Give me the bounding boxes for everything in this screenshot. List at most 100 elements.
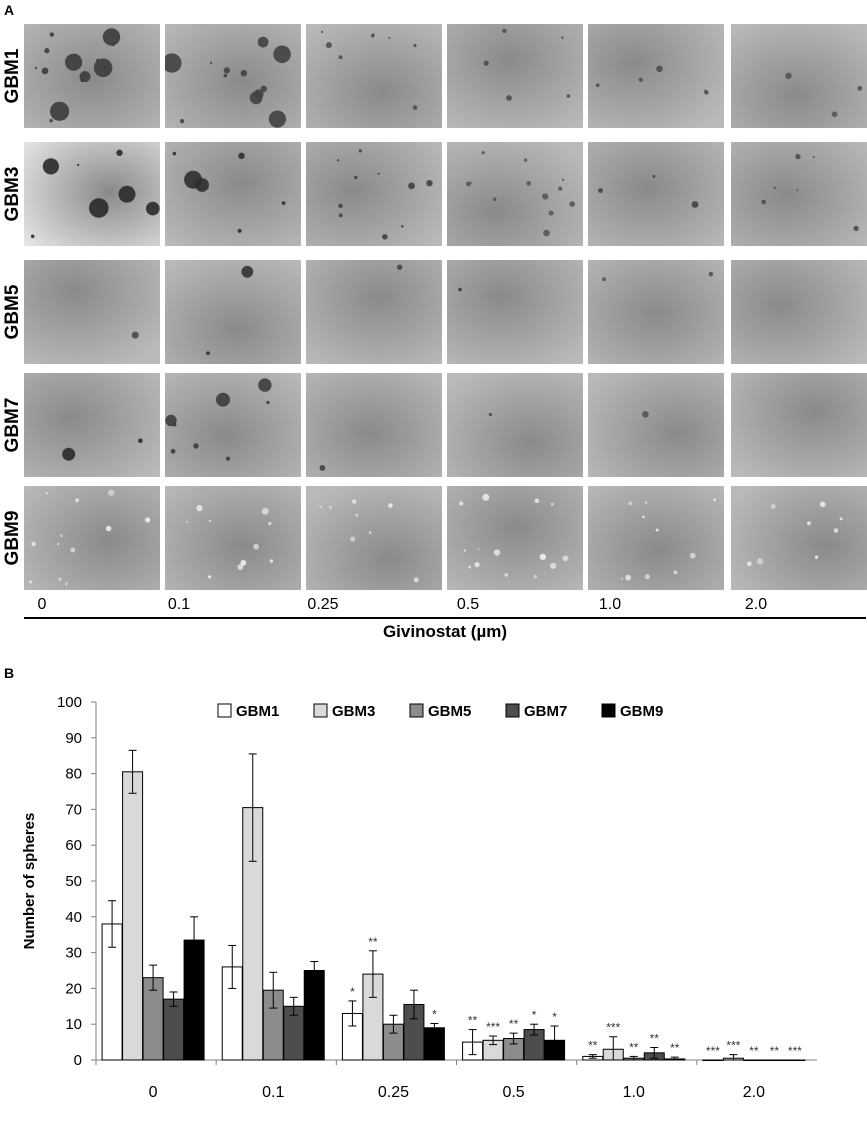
microscopy-image <box>24 24 160 128</box>
y-tick-label: 90 <box>65 730 82 747</box>
significance-marker: ** <box>650 1031 660 1045</box>
bar-gbm7 <box>163 998 185 1061</box>
bar-gbm9 <box>303 970 325 1061</box>
row-label: GBM3 <box>2 166 23 222</box>
microscopy-image <box>24 260 160 364</box>
bar-gbm5 <box>743 1059 765 1061</box>
microscopy-image <box>731 260 867 364</box>
axis-rule <box>24 617 866 619</box>
significance-marker: * <box>350 985 355 999</box>
significance-marker: *** <box>788 1044 802 1058</box>
row-label: GBM7 <box>2 397 23 453</box>
significance-marker: ** <box>509 1017 519 1031</box>
bar-gbm9 <box>784 1059 806 1061</box>
column-label: 1.0 <box>598 596 622 613</box>
bar-gbm3 <box>122 771 144 1061</box>
significance-marker: ** <box>629 1040 639 1054</box>
y-tick-label: 0 <box>74 1052 82 1069</box>
significance-marker: *** <box>706 1044 720 1058</box>
legend-swatch <box>601 703 616 718</box>
column-label: 0.25 <box>307 596 339 613</box>
microscopy-image <box>306 260 442 364</box>
y-tick-label: 40 <box>65 909 82 926</box>
panel-b-letter: B <box>4 665 15 681</box>
microscopy-image <box>588 373 724 477</box>
microscopy-image <box>306 142 442 246</box>
microscopy-image <box>165 142 301 246</box>
microscopy-image <box>447 260 583 364</box>
legend-label: GBM3 <box>332 703 375 720</box>
y-tick-label: 50 <box>65 873 82 890</box>
microscopy-image <box>165 24 301 128</box>
x-tick-label: 0 <box>149 1084 158 1101</box>
y-tick-label: 10 <box>65 1016 82 1033</box>
significance-marker: *** <box>606 1021 620 1035</box>
significance-marker: ** <box>770 1044 780 1058</box>
y-axis-title: Number of spheres <box>21 813 38 950</box>
significance-marker: *** <box>726 1039 740 1053</box>
legend-label: GBM1 <box>236 703 279 720</box>
legend-swatch <box>217 703 232 718</box>
x-tick-label: 2.0 <box>743 1084 765 1101</box>
microscopy-image <box>588 24 724 128</box>
microscopy-image <box>165 486 301 590</box>
panel-a-x-title: Givinostat (µm) <box>382 622 508 641</box>
microscopy-image <box>588 260 724 364</box>
panel-a-letter: A <box>4 2 15 18</box>
significance-marker: ** <box>368 935 378 949</box>
microscopy-image <box>24 142 160 246</box>
significance-marker: * <box>552 1010 557 1024</box>
microscopy-image <box>588 486 724 590</box>
column-label: 2.0 <box>744 596 768 613</box>
microscopy-image <box>24 373 160 477</box>
column-label: 0.5 <box>456 596 480 613</box>
x-tick-label: 0.1 <box>262 1084 284 1101</box>
y-tick-label: 20 <box>65 980 82 997</box>
significance-marker: * <box>432 1007 437 1021</box>
significance-marker: *** <box>486 1020 500 1034</box>
microscopy-image <box>24 486 160 590</box>
microscopy-image <box>731 24 867 128</box>
legend-label: GBM7 <box>524 703 567 720</box>
row-label: GBM5 <box>2 284 23 340</box>
y-tick-label: 30 <box>65 945 82 962</box>
microscopy-image <box>447 142 583 246</box>
bar-gbm7 <box>763 1059 785 1061</box>
microscopy-image <box>306 24 442 128</box>
legend-label: GBM5 <box>428 703 471 720</box>
column-label: 0 <box>37 596 47 613</box>
row-label: GBM1 <box>2 48 23 104</box>
bar-gbm1 <box>702 1059 724 1061</box>
y-tick-label: 60 <box>65 837 82 854</box>
legend-swatch <box>409 703 424 718</box>
microscopy-image <box>306 373 442 477</box>
legend-swatch <box>505 703 520 718</box>
x-tick-label: 0.25 <box>378 1084 409 1101</box>
y-tick-label: 70 <box>65 801 82 818</box>
sphere-count-bar-chart: 0 10 20 30 40 50 60 70 80 90 100 Number of spheres 0… <box>21 694 817 1101</box>
legend-swatch <box>313 703 328 718</box>
y-tick-label: 100 <box>57 694 82 711</box>
microscopy-image <box>306 486 442 590</box>
x-tick-label: 0.5 <box>502 1084 524 1101</box>
microscopy-image <box>731 373 867 477</box>
significance-marker: * <box>532 1008 537 1022</box>
microscopy-image <box>165 260 301 364</box>
column-label: 0.1 <box>167 596 191 613</box>
significance-marker: ** <box>588 1039 598 1053</box>
microscopy-image <box>447 486 583 590</box>
significance-marker: ** <box>749 1044 759 1058</box>
microscopy-image <box>731 486 867 590</box>
microscopy-image <box>731 142 867 246</box>
microscopy-image <box>588 142 724 246</box>
legend-label: GBM9 <box>620 703 663 720</box>
microscopy-image <box>165 373 301 477</box>
significance-marker: ** <box>468 1014 478 1028</box>
row-label: GBM9 <box>2 510 23 566</box>
bar-gbm9 <box>423 1027 445 1061</box>
microscopy-image <box>447 373 583 477</box>
microscopy-image <box>447 24 583 128</box>
y-tick-label: 80 <box>65 766 82 783</box>
significance-marker: ** <box>670 1041 680 1055</box>
x-tick-label: 1.0 <box>623 1084 645 1101</box>
